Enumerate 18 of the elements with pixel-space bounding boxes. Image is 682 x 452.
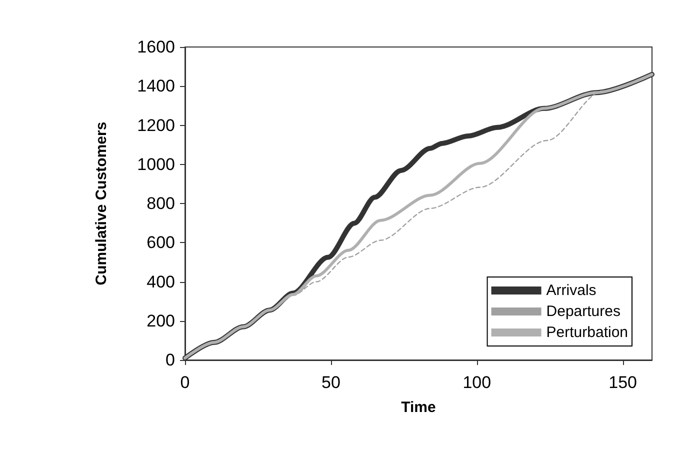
y-tick-label: 400 bbox=[146, 272, 175, 292]
y-tick-label: 1200 bbox=[137, 116, 175, 135]
x-axis-title: Time bbox=[401, 399, 436, 416]
x-tick-label: 0 bbox=[180, 373, 190, 392]
y-tick-label: 200 bbox=[146, 311, 175, 330]
legend-label: Perturbation bbox=[546, 324, 628, 341]
y-axis-title: Cumulative Customers bbox=[93, 122, 110, 286]
y-tick-label: 800 bbox=[146, 194, 175, 213]
y-tick-label: 1600 bbox=[137, 38, 175, 56]
y-tick-label: 1000 bbox=[137, 154, 175, 174]
x-tick-label: 100 bbox=[462, 373, 492, 392]
y-tick-label: 0 bbox=[166, 350, 175, 370]
x-tick-label: 150 bbox=[608, 373, 637, 392]
legend-label: Departures bbox=[546, 303, 620, 320]
legend-label: Arrivals bbox=[546, 282, 596, 299]
x-tick-label: 50 bbox=[321, 373, 340, 392]
y-tick-label: 1400 bbox=[137, 76, 175, 96]
y-tick-label: 600 bbox=[146, 233, 175, 252]
